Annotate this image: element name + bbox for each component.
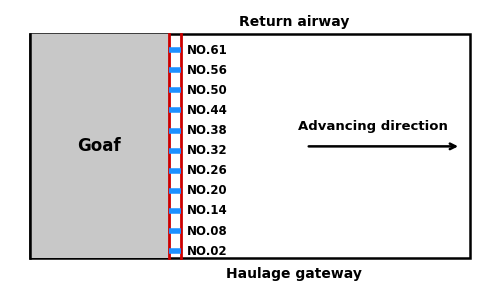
Text: Return airway: Return airway	[239, 15, 349, 28]
Bar	[30, 34, 168, 258]
Text: NO.08: NO.08	[187, 224, 228, 238]
Text: NO.38: NO.38	[187, 124, 228, 137]
Text: Goaf: Goaf	[78, 137, 121, 155]
Text: Haulage gateway: Haulage gateway	[226, 267, 362, 281]
Text: NO.32: NO.32	[187, 144, 228, 157]
Text: NO.56: NO.56	[187, 64, 228, 77]
Text: NO.50: NO.50	[187, 84, 228, 97]
Text: NO.14: NO.14	[187, 204, 228, 218]
Text: NO.44: NO.44	[187, 104, 228, 117]
Text: NO.02: NO.02	[187, 245, 228, 258]
Bar	[30, 34, 470, 258]
Text: NO.20: NO.20	[187, 184, 228, 197]
Text: NO.26: NO.26	[187, 164, 228, 177]
Text: Advancing direction: Advancing direction	[298, 121, 448, 133]
Text: NO.61: NO.61	[187, 44, 228, 57]
